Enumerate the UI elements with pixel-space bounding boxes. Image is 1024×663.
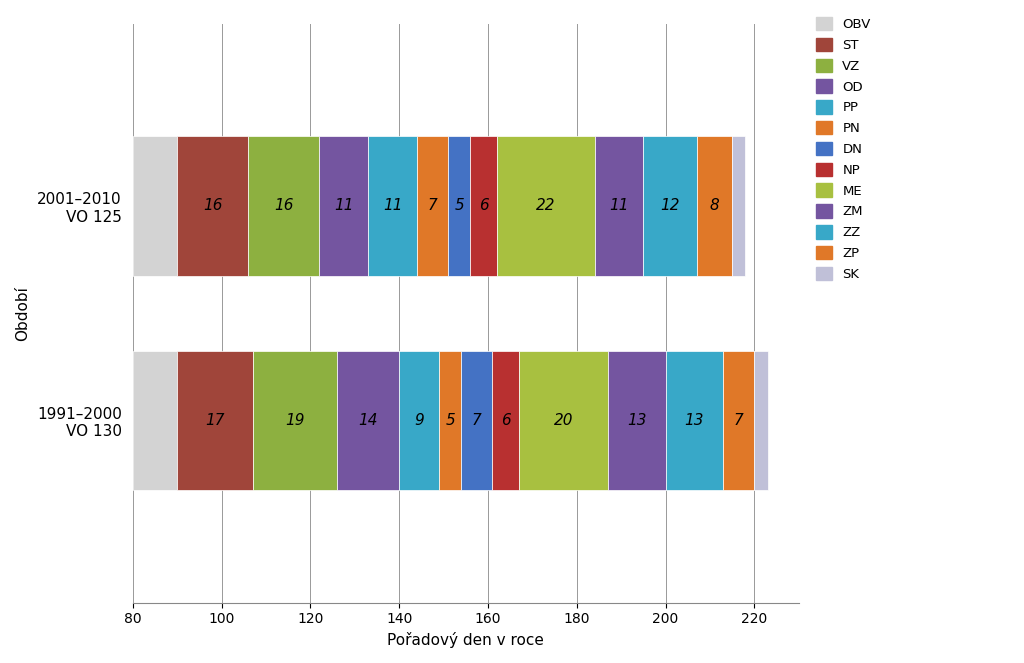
Text: 11: 11 <box>334 198 353 213</box>
Text: 8: 8 <box>710 198 719 213</box>
X-axis label: Pořadový den v roce: Pořadový den v roce <box>387 632 544 648</box>
Text: 7: 7 <box>428 198 437 213</box>
Bar <box>696 137 732 276</box>
Text: 11: 11 <box>383 198 402 213</box>
Bar <box>519 351 608 490</box>
Bar <box>439 351 462 490</box>
Bar <box>755 351 768 490</box>
Bar <box>369 137 417 276</box>
Bar <box>133 351 177 490</box>
Bar <box>470 137 497 276</box>
Bar <box>732 137 745 276</box>
Text: 20: 20 <box>554 413 573 428</box>
Text: 13: 13 <box>627 413 646 428</box>
Text: 11: 11 <box>609 198 629 213</box>
Bar <box>643 137 696 276</box>
Bar <box>337 351 399 490</box>
Bar <box>595 137 643 276</box>
Text: 22: 22 <box>536 198 555 213</box>
Text: 9: 9 <box>415 413 424 428</box>
Bar <box>723 351 755 490</box>
Legend: OBV, ST, VZ, OD, PP, PN, DN, NP, ME, ZM, ZZ, ZP, SK: OBV, ST, VZ, OD, PP, PN, DN, NP, ME, ZM,… <box>812 13 874 285</box>
Text: 6: 6 <box>501 413 511 428</box>
Bar <box>497 137 595 276</box>
Text: 12: 12 <box>660 198 680 213</box>
Text: 5: 5 <box>455 198 464 213</box>
Bar <box>462 351 493 490</box>
Bar <box>493 351 519 490</box>
Bar <box>319 137 369 276</box>
Text: 6: 6 <box>478 198 488 213</box>
Bar <box>417 137 449 276</box>
Text: 13: 13 <box>685 413 705 428</box>
Bar <box>177 137 249 276</box>
Text: 19: 19 <box>285 413 305 428</box>
Bar <box>133 137 177 276</box>
Bar <box>253 351 337 490</box>
Text: 16: 16 <box>274 198 294 213</box>
Text: 14: 14 <box>358 413 378 428</box>
Text: 7: 7 <box>734 413 743 428</box>
Bar <box>449 137 470 276</box>
Bar <box>666 351 723 490</box>
Y-axis label: Období: Období <box>15 286 30 341</box>
Bar <box>177 351 253 490</box>
Text: 5: 5 <box>445 413 455 428</box>
Bar <box>249 137 319 276</box>
Bar <box>608 351 666 490</box>
Text: 16: 16 <box>203 198 222 213</box>
Bar <box>399 351 439 490</box>
Text: 7: 7 <box>472 413 481 428</box>
Text: 17: 17 <box>205 413 225 428</box>
